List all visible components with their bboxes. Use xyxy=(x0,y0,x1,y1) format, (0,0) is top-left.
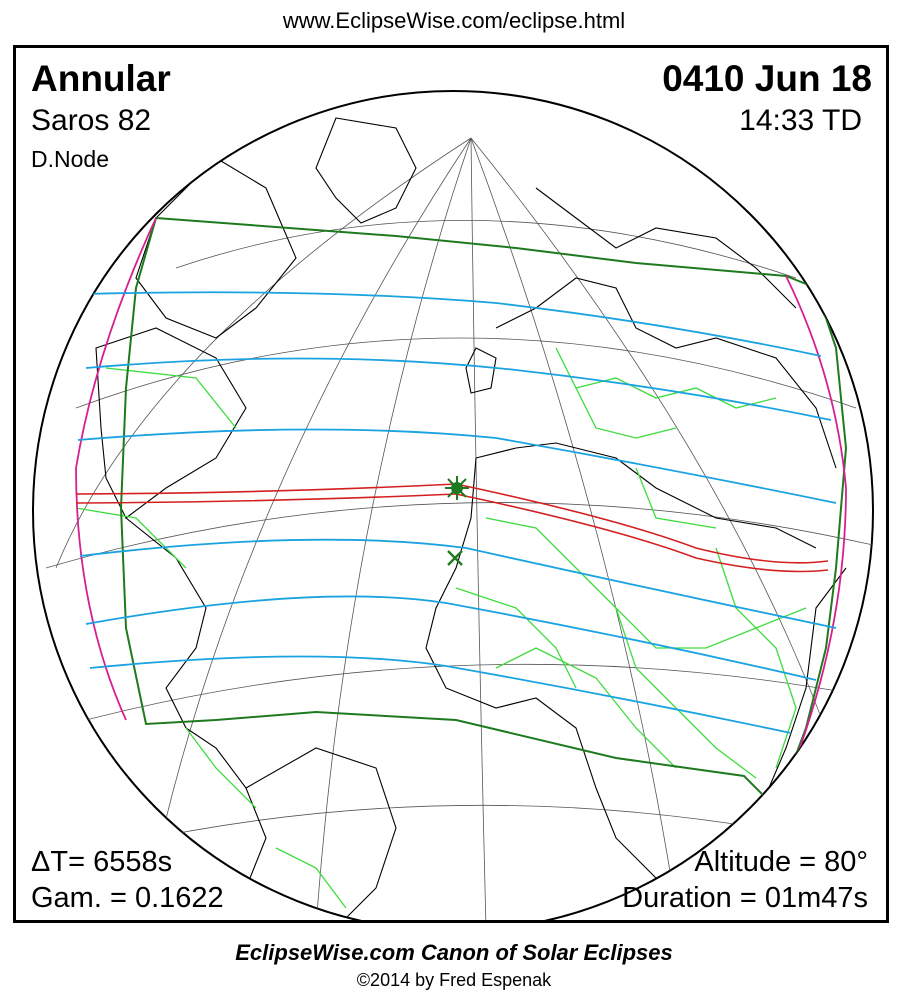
eclipse-date: 0410 Jun 18 xyxy=(662,58,872,99)
saros-number: Saros 82 xyxy=(31,104,152,137)
delta-t: ΔT= 6558s xyxy=(31,846,173,878)
rise-set-curve-east xyxy=(775,275,847,809)
scandinavia-coast xyxy=(535,187,797,309)
source-url: www.EclipseWise.com/eclipse.html xyxy=(282,8,626,33)
eclipse-map xyxy=(32,90,874,920)
south-america-coast xyxy=(245,747,397,920)
greatest-duration-cross-marker xyxy=(447,550,463,566)
penumbra-magnitude-lines xyxy=(77,291,837,734)
eclipse-time: 14:33 TD xyxy=(739,104,862,137)
map-frame: Annular 0410 Jun 18 Saros 82 14:33 TD D.… xyxy=(13,45,889,923)
greenland-coast xyxy=(315,117,417,224)
mediterranean-coast xyxy=(475,442,817,549)
graticule xyxy=(45,137,873,920)
greatest-eclipse-star-marker xyxy=(445,476,469,500)
eclipse-type: Annular xyxy=(31,58,171,99)
globe-outline xyxy=(32,90,874,920)
gamma-value: Gam. = 0.1622 xyxy=(31,882,224,914)
national-borders xyxy=(75,347,807,909)
copyright: ©2014 by Fred Espenak xyxy=(356,970,552,990)
central-duration: Duration = 01m47s xyxy=(622,882,868,914)
rise-set-curve-west xyxy=(75,217,157,721)
sun-altitude: Altitude = 80° xyxy=(694,846,868,878)
canon-title: EclipseWise.com Canon of Solar Eclipses xyxy=(235,940,673,965)
north-america-coast xyxy=(95,327,247,519)
node-label: D.Node xyxy=(31,146,109,172)
europe-coast xyxy=(495,277,837,469)
central-path xyxy=(75,483,829,573)
coastlines xyxy=(95,117,847,920)
